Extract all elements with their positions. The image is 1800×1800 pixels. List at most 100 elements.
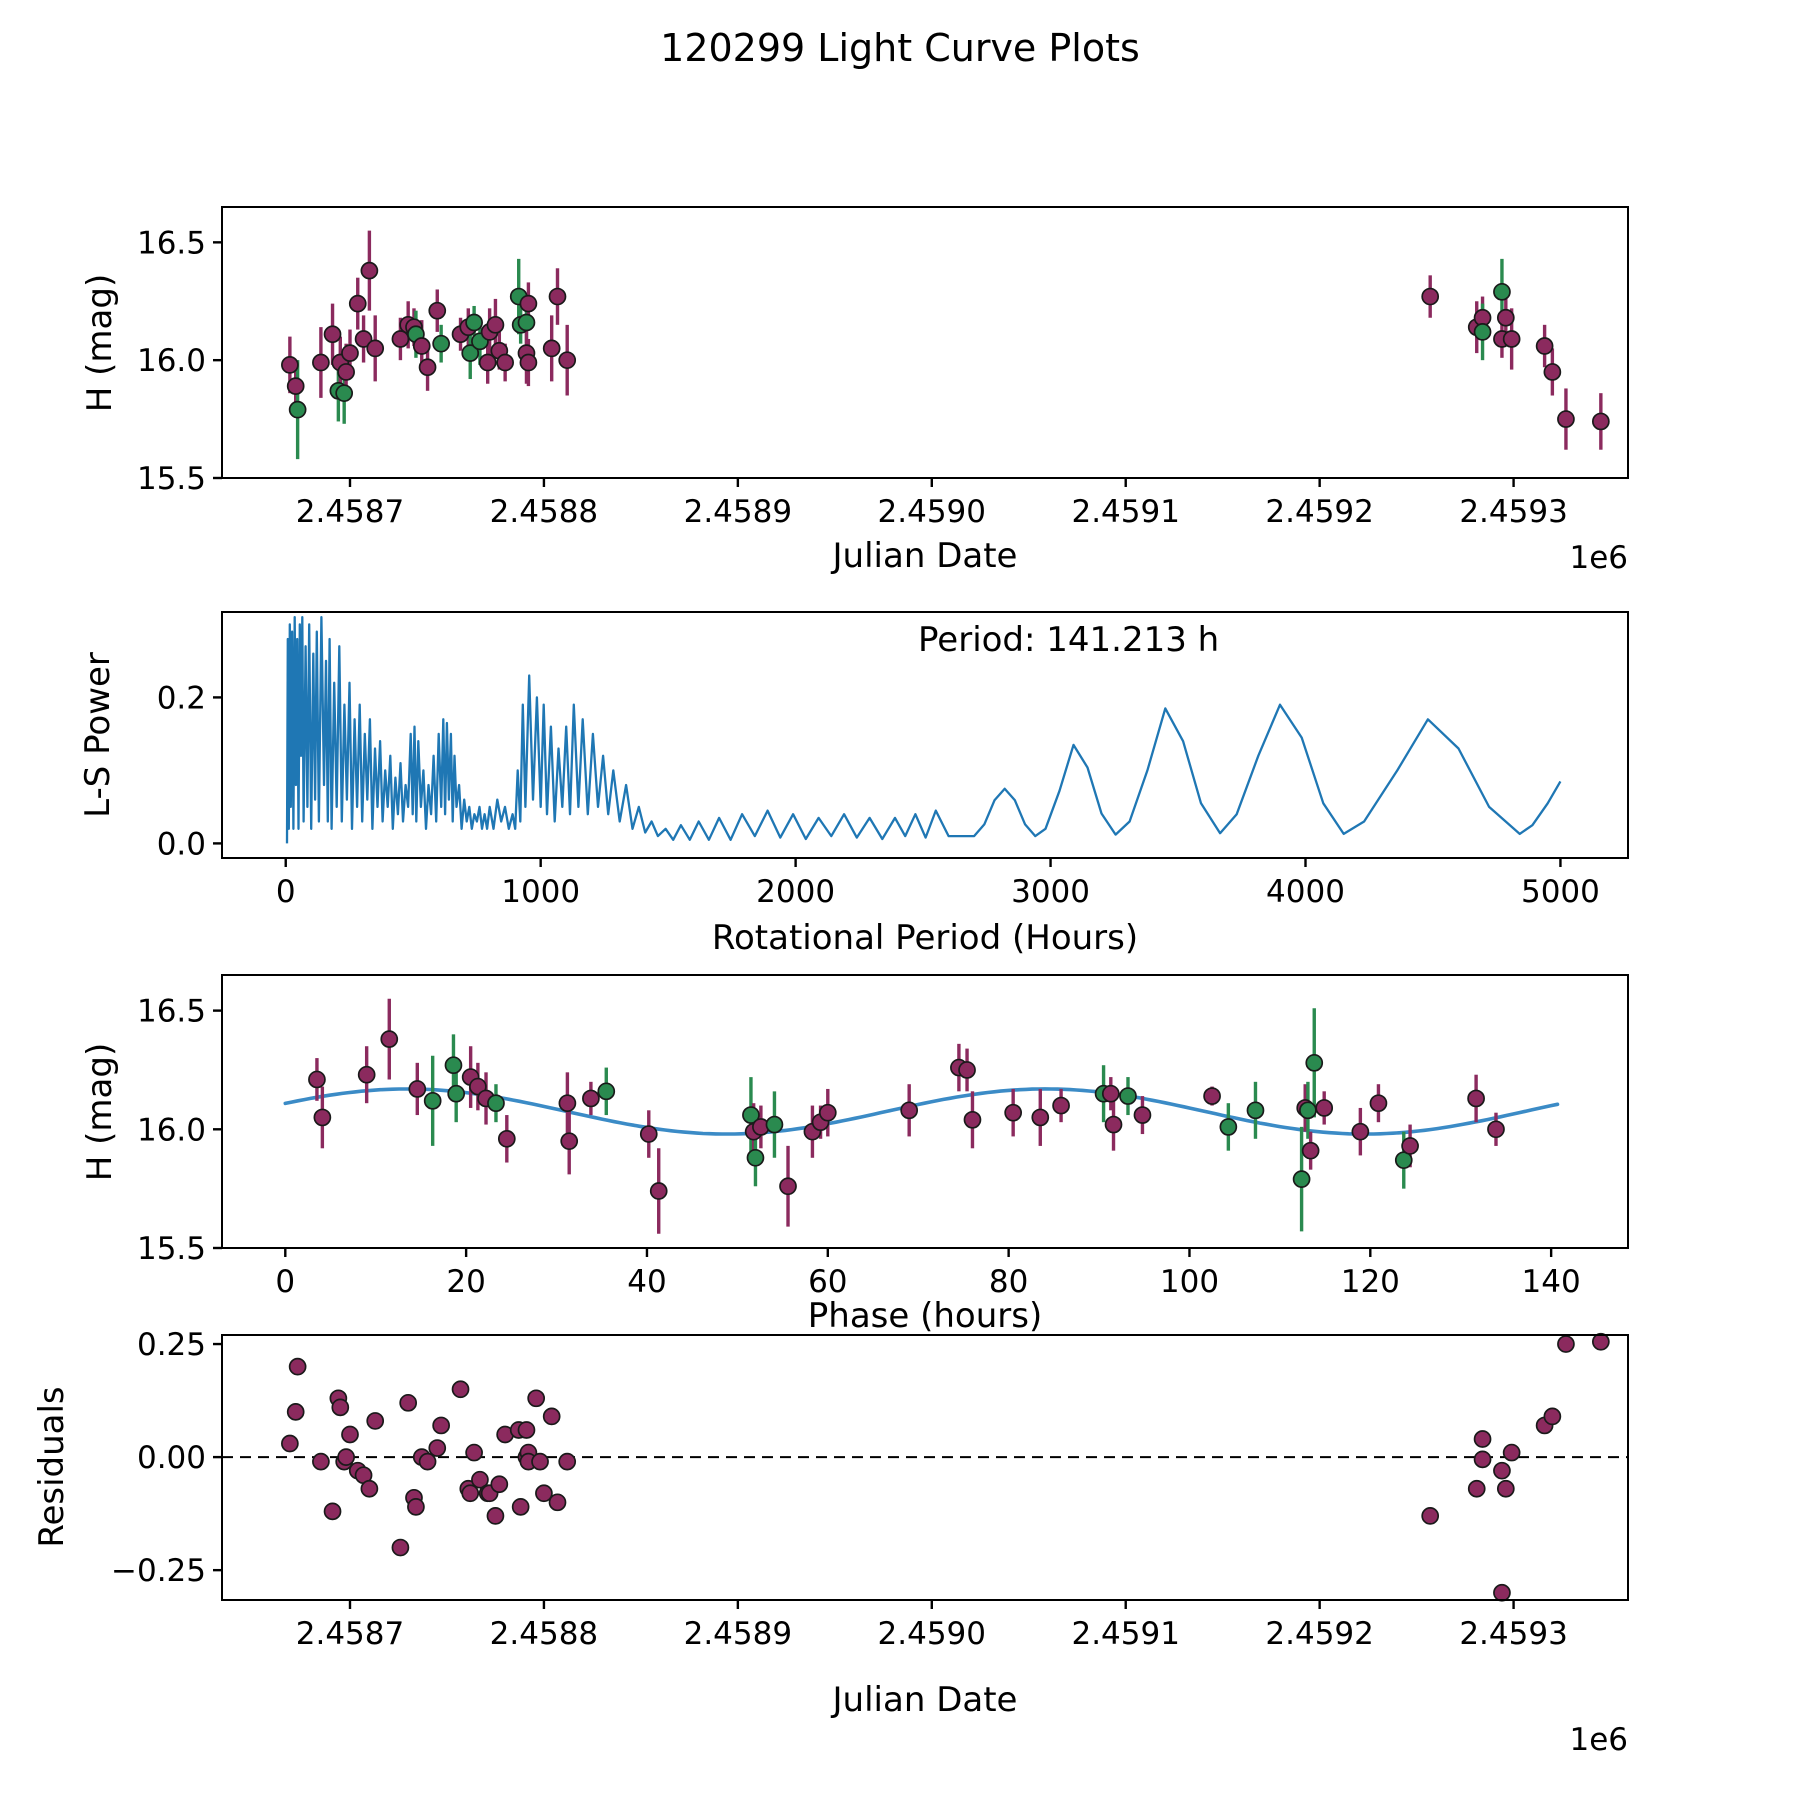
phase-marker — [742, 1106, 760, 1124]
phase-marker — [1004, 1103, 1023, 1122]
periodogram-xaxis-label: Rotational Period (Hours) — [711, 918, 1139, 958]
residuals-marker — [360, 1479, 379, 1498]
phase-marker — [649, 1182, 668, 1200]
residuals-xtick-label: 2.4587 — [296, 1616, 404, 1652]
residuals-xtick-label: 2.4592 — [1265, 1616, 1373, 1652]
lightcurve-axes-frame — [221, 206, 1629, 479]
phase-xtick-label: 120 — [1341, 1264, 1400, 1300]
lightcurve-marker — [288, 400, 307, 419]
lightcurve-marker — [337, 363, 355, 381]
lightcurve-xtick-label: 2.4593 — [1459, 494, 1567, 530]
periodogram-axes-frame — [221, 611, 1629, 859]
lightcurve-marker — [1473, 323, 1492, 341]
phase-xtick-label: 60 — [808, 1264, 847, 1300]
residuals-marker — [1473, 1450, 1492, 1469]
periodogram-ytick-label: 0.2 — [157, 680, 206, 716]
phase-marker — [1101, 1084, 1120, 1103]
phase-marker — [423, 1091, 442, 1110]
lightcurve-xtick-label: 2.4590 — [878, 494, 986, 530]
phase-marker — [1133, 1106, 1152, 1124]
lightcurve-ytick-label: 15.5 — [137, 461, 206, 497]
lightcurve-marker — [312, 353, 330, 372]
phase-marker — [1305, 1053, 1324, 1072]
periodogram-xtick-label: 2000 — [756, 874, 835, 910]
phase-marker — [818, 1103, 837, 1122]
lightcurve-marker — [519, 353, 538, 372]
lightcurve-marker — [418, 358, 437, 377]
residuals-marker — [418, 1452, 437, 1471]
residuals-marker — [486, 1507, 505, 1525]
lightcurve-xtick-label: 2.4588 — [490, 494, 598, 530]
periodogram-xtick-label: 1000 — [501, 874, 580, 910]
residuals-marker — [465, 1443, 483, 1462]
residuals-marker — [281, 1434, 299, 1453]
lightcurve-marker — [323, 325, 342, 344]
residuals-marker — [286, 1403, 305, 1421]
lightcurve-marker — [391, 330, 410, 348]
residuals-marker — [527, 1389, 546, 1408]
residuals-marker — [1591, 1332, 1610, 1351]
lightcurve-marker — [360, 261, 379, 280]
lightcurve-marker — [1496, 308, 1515, 327]
lightcurve-marker — [542, 339, 561, 358]
phase-marker — [487, 1094, 505, 1113]
phase-marker — [765, 1115, 784, 1134]
residuals-xtick-label: 2.4591 — [1071, 1616, 1179, 1652]
residuals-marker — [1421, 1507, 1440, 1525]
lightcurve-marker — [1535, 337, 1554, 355]
phase-marker — [1219, 1118, 1238, 1136]
lightcurve-points — [281, 230, 1610, 460]
residuals-marker — [288, 1357, 307, 1376]
phase-xtick-label: 80 — [989, 1264, 1028, 1300]
phase-xtick-label: 100 — [1160, 1264, 1219, 1300]
lightcurve-marker — [286, 377, 305, 395]
residuals-marker — [1493, 1461, 1511, 1480]
residuals-xtick-label: 2.4590 — [878, 1616, 986, 1652]
lightcurve-marker — [1421, 287, 1440, 306]
periodogram-xtick-label: 3000 — [1011, 874, 1090, 910]
phase-marker — [1246, 1101, 1265, 1120]
phase-marker — [779, 1177, 797, 1196]
lightcurve-marker — [1493, 282, 1511, 301]
phase-marker — [1292, 1170, 1311, 1189]
phase-marker — [1299, 1101, 1317, 1120]
phase-marker — [313, 1108, 332, 1127]
lightcurve-marker — [1557, 410, 1575, 428]
phase-marker — [1031, 1108, 1050, 1127]
phase-xtick-label: 0 — [275, 1264, 295, 1300]
phase-marker — [1394, 1151, 1413, 1170]
residuals-marker — [535, 1484, 553, 1503]
residuals-xtick-label: 2.4588 — [490, 1616, 598, 1652]
residuals-xtick-label: 2.4589 — [684, 1616, 792, 1652]
lightcurve-xtick-label: 2.4591 — [1071, 494, 1179, 530]
phase-marker — [469, 1077, 487, 1096]
residuals-marker — [323, 1502, 342, 1521]
phase-marker — [1119, 1087, 1137, 1105]
residuals-marker — [542, 1407, 561, 1426]
periodogram-subplot: 0 1000 2000 3000 4000 5000 0.0 0.2 — [157, 611, 1629, 910]
lightcurve-marker — [412, 337, 431, 355]
residuals-marker — [331, 1398, 350, 1417]
phase-marker — [639, 1125, 658, 1143]
lightcurve-xaxis-label: Julian Date — [832, 536, 1018, 576]
lightcurve-marker — [1591, 412, 1610, 431]
phase-marker — [560, 1132, 579, 1151]
phase-ytick-label: 16.5 — [137, 994, 206, 1030]
periodogram-yaxis-label: L-S Power — [78, 652, 118, 818]
phase-marker — [963, 1110, 982, 1129]
lightcurve-yaxis-label: H (mag) — [80, 273, 120, 413]
lightcurve-ytick-label: 16.5 — [137, 225, 206, 261]
phase-marker — [1351, 1122, 1370, 1141]
lightcurve-marker — [486, 315, 505, 334]
lightcurve-marker — [335, 384, 354, 403]
periodogram-ytick-label: 0.0 — [157, 826, 206, 862]
residuals-axis-offset: 1e6 — [1569, 1722, 1628, 1758]
residuals-marker — [432, 1416, 450, 1435]
phase-marker — [444, 1056, 463, 1075]
lightcurve-marker — [548, 287, 567, 306]
residuals-marker — [490, 1475, 509, 1494]
phase-marker — [308, 1070, 326, 1089]
phase-xtick-label: 20 — [446, 1264, 485, 1300]
lightcurve-marker — [519, 294, 538, 313]
